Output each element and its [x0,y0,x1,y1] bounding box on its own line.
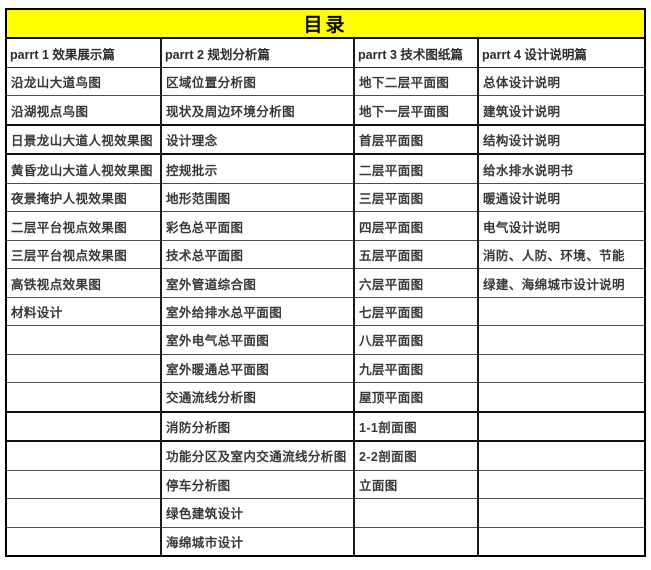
toc-cell: 沿湖视点鸟图 [7,96,160,126]
toc-cell-empty [479,442,644,471]
toc-cell: 室外暖通总平面图 [162,355,353,384]
toc-column-3: parrt 3 技术图纸篇 地下二层平面图 地下一层平面图 首层平面图 二层平面图 三层平… [355,39,479,555]
toc-table: 目录 parrt 1 效果展示篇 沿龙山大道鸟图 沿湖视点鸟图 日景龙山大道人视效果图… [5,8,646,557]
toc-cell-empty [355,499,477,528]
toc-cell: 2-2剖面图 [355,442,477,471]
column-header: parrt 1 效果展示篇 [7,39,160,68]
toc-cell-empty [479,355,644,384]
toc-cell: 黄昏龙山大道人视效果图 [7,155,160,184]
toc-cell-empty [479,499,644,528]
toc-cell-empty [7,355,160,384]
toc-cell: 材料设计 [7,298,160,327]
column-header: parrt 2 规划分析篇 [162,39,353,68]
toc-cell: 高铁视点效果图 [7,269,160,298]
toc-cell: 八层平面图 [355,326,477,355]
toc-cell: 七层平面图 [355,298,477,327]
toc-cell: 地下一层平面图 [355,96,477,126]
toc-column-4: parrt 4 设计说明篇 总体设计说明 建筑设计说明 结构设计说明 给水排水说明书 暖通… [479,39,644,555]
toc-cell: 三层平面图 [355,184,477,213]
toc-cell: 现状及周边环境分析图 [162,96,353,126]
toc-cell: 屋顶平面图 [355,383,477,413]
toc-cell: 二层平台视点效果图 [7,212,160,241]
toc-cell: 首层平面图 [355,126,477,156]
toc-cell: 六层平面图 [355,269,477,298]
toc-cell: 夜景掩护人视效果图 [7,184,160,213]
toc-cell: 室外管道综合图 [162,269,353,298]
toc-cell-empty [479,528,644,555]
toc-cell-empty [7,442,160,471]
toc-cell-empty [7,413,160,443]
toc-cell: 室外给排水总平面图 [162,298,353,327]
toc-cell: 消防分析图 [162,413,353,443]
toc-cell: 区域位置分析图 [162,68,353,97]
toc-cell: 二层平面图 [355,155,477,184]
toc-cell-empty [7,528,160,555]
toc-cell: 技术总平面图 [162,241,353,270]
toc-cell: 1-1剖面图 [355,413,477,443]
toc-cell: 建筑设计说明 [479,96,644,126]
toc-cell: 停车分析图 [162,471,353,500]
toc-cell: 九层平面图 [355,355,477,384]
toc-cell: 消防、人防、环境、节能 [479,241,644,270]
toc-cell: 地下二层平面图 [355,68,477,97]
column-header: parrt 3 技术图纸篇 [355,39,477,68]
toc-column-1: parrt 1 效果展示篇 沿龙山大道鸟图 沿湖视点鸟图 日景龙山大道人视效果图 黄昏龙… [7,39,162,555]
toc-cell: 绿色建筑设计 [162,499,353,528]
toc-cell-empty [355,528,477,555]
toc-cell: 五层平面图 [355,241,477,270]
toc-cell: 日景龙山大道人视效果图 [7,126,160,156]
toc-cell: 结构设计说明 [479,126,644,156]
toc-cell: 三层平台视点效果图 [7,241,160,270]
toc-cell: 彩色总平面图 [162,212,353,241]
toc-cell-empty [479,298,644,327]
toc-cell-empty [479,413,644,443]
toc-cell: 交通流线分析图 [162,383,353,413]
toc-cell: 控规批示 [162,155,353,184]
toc-cell: 沿龙山大道鸟图 [7,68,160,97]
toc-cell-empty [7,326,160,355]
toc-cell: 总体设计说明 [479,68,644,97]
toc-cell: 海绵城市设计 [166,535,244,550]
toc-cell-empty [7,499,160,528]
toc-cell: 四层平面图 [355,212,477,241]
toc-cell: 地形范围图 [162,184,353,213]
toc-cell-empty [7,383,160,413]
toc-cell: 绿建、海绵城市设计说明 [479,269,644,298]
toc-cell-empty [479,471,644,500]
toc-cell: 暖通设计说明 [479,184,644,213]
toc-cell-empty [7,471,160,500]
page-title: 目录 [7,10,644,39]
toc-cell-empty [479,326,644,355]
toc-cell-empty [479,383,644,413]
toc-cell: 设计理念 [162,126,353,156]
toc-cell: 立面图 [355,471,477,500]
toc-cell: 电气设计说明 [479,212,644,241]
toc-columns: parrt 1 效果展示篇 沿龙山大道鸟图 沿湖视点鸟图 日景龙山大道人视效果图 黄昏龙… [7,39,644,555]
toc-cell: 给水排水说明书 [479,155,644,184]
toc-column-2: parrt 2 规划分析篇 区域位置分析图 现状及周边环境分析图 设计理念 控规批示 地形… [162,39,355,555]
toc-cell: 功能分区及室内交通流线分析图 [162,442,353,471]
toc-cell: 室外电气总平面图 [162,326,353,355]
column-header: parrt 4 设计说明篇 [479,39,644,68]
